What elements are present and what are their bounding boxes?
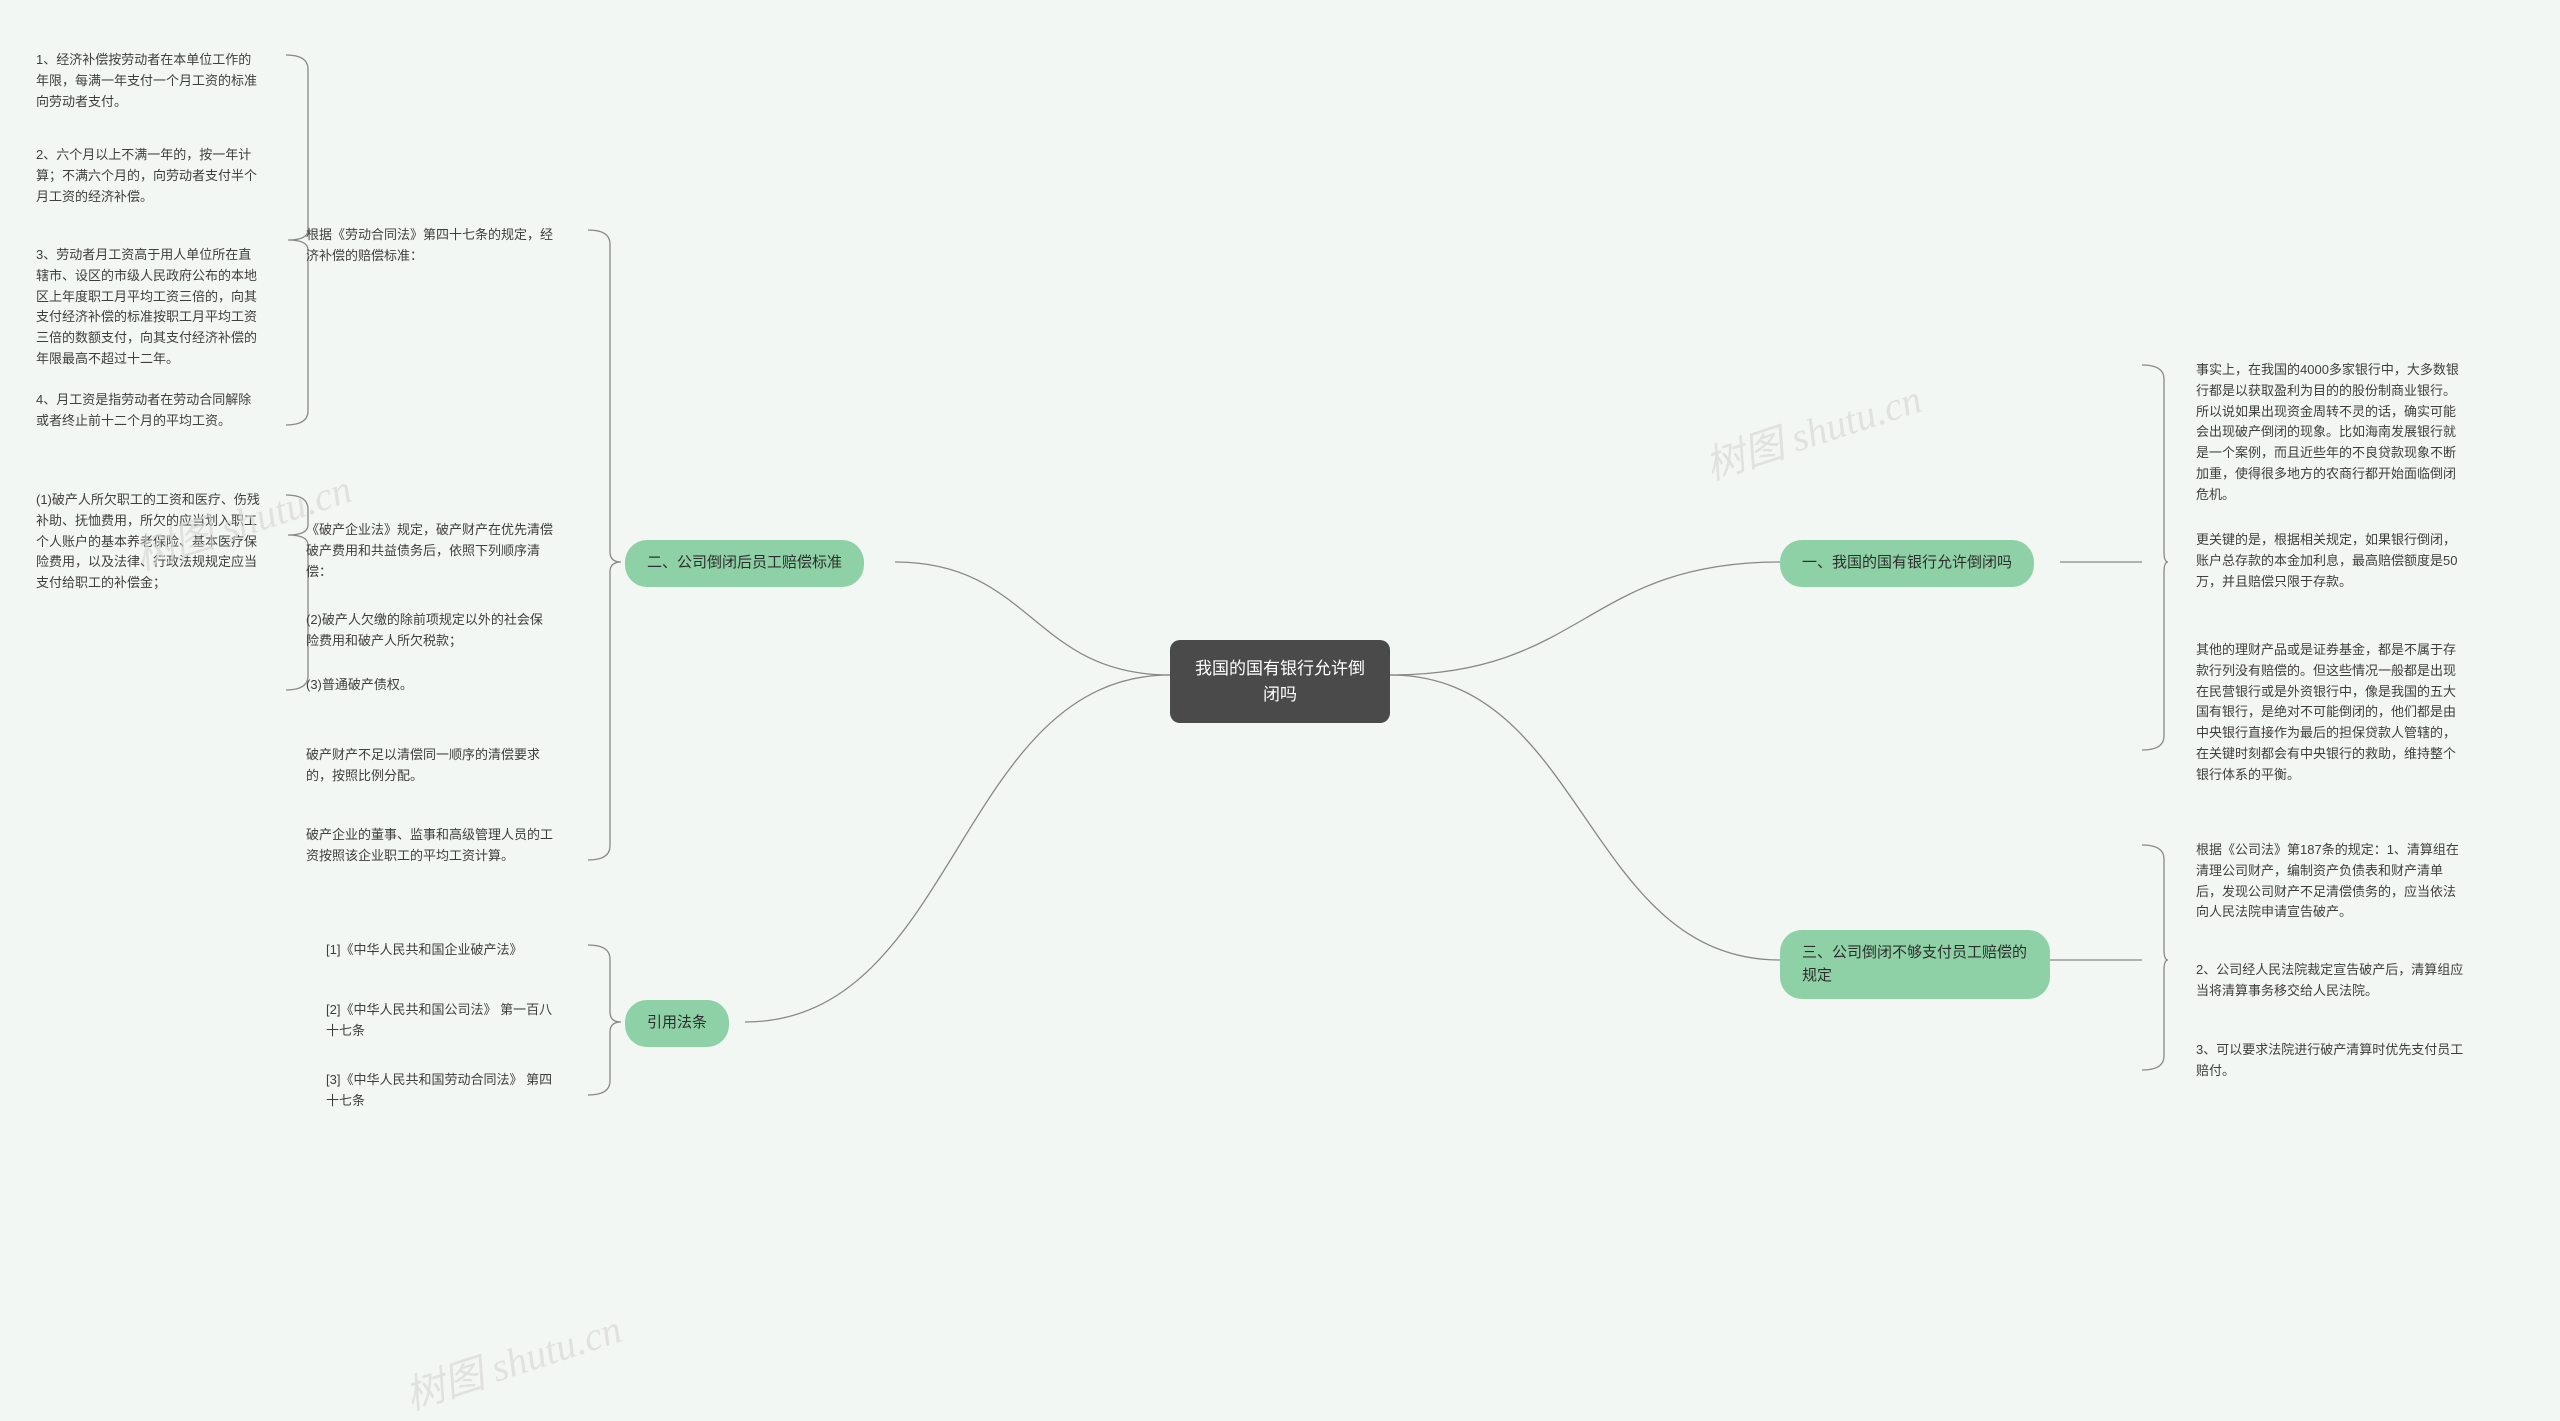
b2-leaf-0-sub-0: 1、经济补偿按劳动者在本单位工作的年限，每满一年支付一个月工资的标准向劳动者支付…: [20, 40, 280, 122]
b1-leaf-1: 更关键的是，根据相关规定，如果银行倒闭，账户总存款的本金加利息，最高赔偿额度是5…: [2180, 520, 2480, 602]
b2-leaf-1: 《破产企业法》规定，破产财产在优先清偿破产费用和共益债务后，依照下列顺序清偿：: [290, 510, 570, 592]
b2-leaf-0-sub-3: 4、月工资是指劳动者在劳动合同解除或者终止前十二个月的平均工资。: [20, 380, 280, 442]
b1: 一、我国的国有银行允许倒闭吗: [1780, 540, 2034, 587]
b2-leaf-3: 破产企业的董事、监事和高级管理人员的工资按照该企业职工的平均工资计算。: [290, 815, 570, 877]
b4: 引用法条: [625, 1000, 729, 1047]
b3: 三、公司倒闭不够支付员工赔偿的规定: [1780, 930, 2050, 999]
b2-leaf-0: 根据《劳动合同法》第四十七条的规定，经济补偿的赔偿标准：: [290, 215, 570, 277]
b2-leaf-1-sub-1: (2)破产人欠缴的除前项规定以外的社会保险费用和破产人所欠税款；: [290, 600, 570, 662]
b2-leaf-2: 破产财产不足以清偿同一顺序的清偿要求的，按照比例分配。: [290, 735, 570, 797]
b3-leaf-1: 2、公司经人民法院裁定宣告破产后，清算组应当将清算事务移交给人民法院。: [2180, 950, 2480, 1012]
b3-leaf-0: 根据《公司法》第187条的规定：1、清算组在清理公司财产，编制资产负债表和财产清…: [2180, 830, 2480, 933]
b1-leaf-2: 其他的理财产品或是证券基金，都是不属于存款行列没有赔偿的。但这些情况一般都是出现…: [2180, 630, 2480, 796]
b1-leaf-0: 事实上，在我国的4000多家银行中，大多数银行都是以获取盈利为目的的股份制商业银…: [2180, 350, 2480, 516]
b4-leaf-0: [1]《中华人民共和国企业破产法》: [310, 930, 570, 971]
root-node: 我国的国有银行允许倒闭吗: [1170, 640, 1390, 723]
b4-leaf-1: [2]《中华人民共和国公司法》 第一百八十七条: [310, 990, 570, 1052]
b3-leaf-2: 3、可以要求法院进行破产清算时优先支付员工赔付。: [2180, 1030, 2480, 1092]
b2-leaf-0-sub-1: 2、六个月以上不满一年的，按一年计算；不满六个月的，向劳动者支付半个月工资的经济…: [20, 135, 280, 217]
b2-leaf-1-sub-0: (1)破产人所欠职工的工资和医疗、伤残补助、抚恤费用，所欠的应当划入职工个人账户…: [20, 480, 280, 604]
b2-leaf-1-sub-2: (3)普通破产债权。: [290, 665, 570, 706]
b2-leaf-0-sub-2: 3、劳动者月工资高于用人单位所在直辖市、设区的市级人民政府公布的本地区上年度职工…: [20, 235, 280, 380]
b4-leaf-2: [3]《中华人民共和国劳动合同法》 第四十七条: [310, 1060, 570, 1122]
b2: 二、公司倒闭后员工赔偿标准: [625, 540, 864, 587]
